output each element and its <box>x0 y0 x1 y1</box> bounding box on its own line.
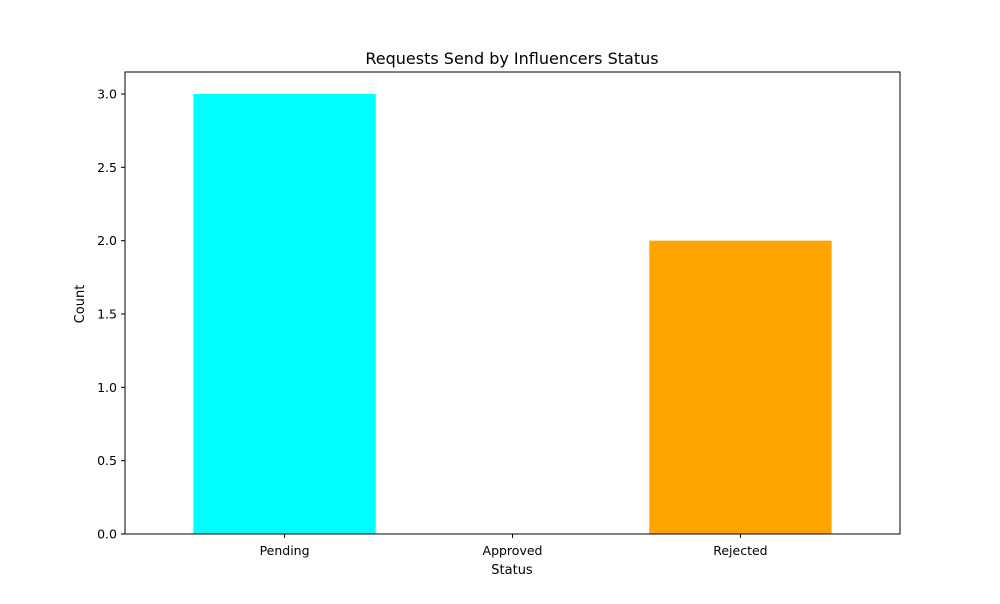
plot-area-frame <box>124 71 901 535</box>
bar-rejected <box>649 240 832 534</box>
y-tick-label: 0.5 <box>97 453 117 468</box>
x-axis-label: Status <box>491 563 533 578</box>
y-tick-label: 1.5 <box>97 307 117 322</box>
y-tick-label: 3.0 <box>97 87 117 102</box>
chart-title: Requests Send by Influencers Status <box>365 49 658 68</box>
y-tick-label: 2.5 <box>97 160 117 175</box>
y-tick-label: 1.0 <box>97 380 117 395</box>
x-tick-label-approved: Approved <box>483 543 543 558</box>
x-tick-label-pending: Pending <box>260 543 310 558</box>
y-axis-label: Count <box>73 285 88 324</box>
y-tick-label: 0.0 <box>97 527 117 542</box>
bar-pending <box>193 94 376 534</box>
y-axis-ticks: 0.0 0.5 1.0 1.5 2.0 2.5 3.0 <box>97 87 125 542</box>
x-tick-label-rejected: Rejected <box>713 543 767 558</box>
x-axis-ticks: Pending Approved Rejected <box>260 534 768 558</box>
y-tick-label: 2.0 <box>97 233 117 248</box>
bars-group <box>193 94 832 534</box>
